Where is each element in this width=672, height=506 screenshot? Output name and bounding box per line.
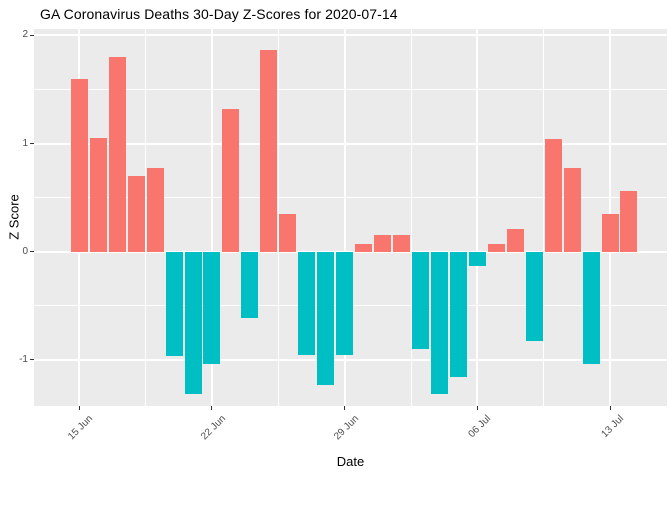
bar-negative [203,251,221,364]
bar-negative [582,251,600,364]
x-gridline-minor [410,29,412,406]
bar-positive [563,168,581,252]
bar-positive [374,235,392,252]
y-tick-mark [30,359,34,361]
bar-negative [430,251,448,395]
bar-negative [336,251,354,356]
bar-negative [241,251,259,319]
bar-negative [449,251,467,377]
x-gridline-minor [145,29,147,406]
bar-positive [70,78,88,252]
y-tick-label: 0 [22,245,28,257]
bar-positive [601,213,619,252]
bar-positive [108,57,126,252]
chart-title: GA Coronavirus Deaths 30-Day Z-Scores fo… [40,6,398,22]
x-tick-mark [344,406,346,410]
bar-positive [146,168,164,252]
y-gridline-major [34,142,667,145]
bar-positive [127,175,145,252]
x-gridline-major [210,29,213,406]
bar-negative [298,251,316,356]
bar-negative [468,251,486,266]
y-gridline-major [34,358,667,361]
bar-positive [487,243,505,252]
bar-positive [620,191,638,252]
bar-positive [222,108,240,252]
plot-panel [34,29,667,406]
bar-positive [544,139,562,252]
y-tick-label: -1 [19,353,28,365]
x-tick-mark [476,406,478,410]
x-gridline-major [343,29,346,406]
chart-figure: GA Coronavirus Deaths 30-Day Z-Scores fo… [6,6,667,469]
y-tick-mark [30,251,34,253]
x-gridline-major [476,29,479,406]
y-gridline-minor [34,197,667,199]
y-tick-mark [30,34,34,36]
bar-negative [165,251,183,357]
bar-positive [260,49,278,252]
bar-negative [184,251,202,395]
y-tick-label: 1 [22,137,28,149]
x-tick-mark [609,406,611,410]
y-tick-mark [30,143,34,144]
bar-negative [525,251,543,342]
x-axis-title: Date [336,454,365,469]
bar-positive [393,235,411,252]
x-tick-mark [211,406,213,410]
y-tick-label: 2 [22,29,28,41]
y-axis-title: Z Score [6,194,22,240]
y-gridline-minor [34,88,667,90]
x-gridline-minor [543,29,545,406]
bar-positive [279,213,297,252]
bar-negative [411,251,429,349]
bar-positive [355,243,373,252]
bar-positive [89,138,107,252]
x-gridline-minor [277,29,279,406]
bar-positive [506,228,524,252]
bar-negative [317,251,335,386]
x-tick-mark [78,406,80,410]
y-gridline-major [34,34,667,37]
